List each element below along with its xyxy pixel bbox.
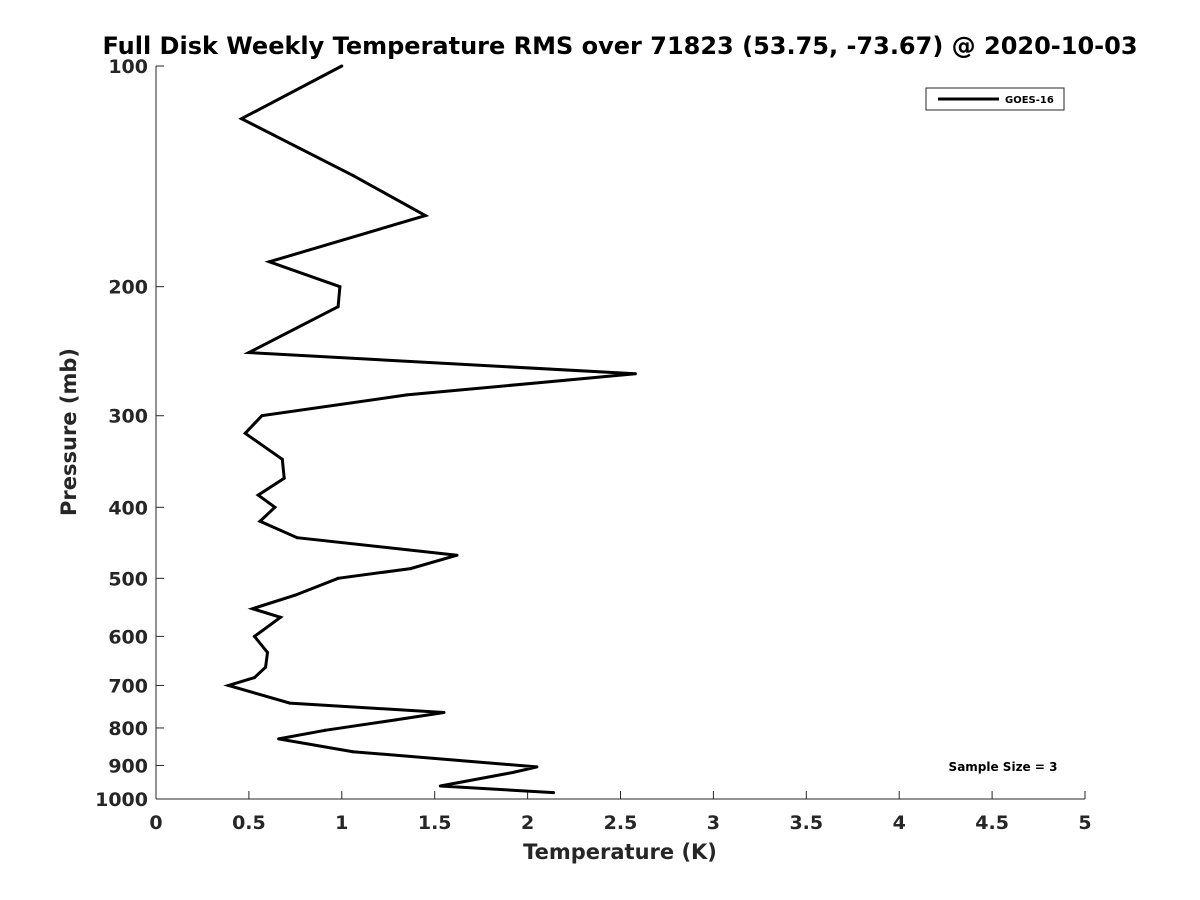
data-point	[247, 351, 251, 355]
x-tick-label: 1	[335, 812, 348, 834]
x-tick-label: 4	[893, 812, 906, 834]
data-point	[511, 771, 515, 774]
data-point	[293, 593, 297, 597]
y-tick-label: 900	[108, 755, 148, 777]
data-point	[279, 615, 282, 619]
data-point	[264, 665, 268, 669]
data-point	[267, 260, 271, 264]
x-tick-label: 5	[1078, 812, 1091, 834]
y-tick-label: 1000	[95, 789, 148, 811]
series-layer	[223, 64, 637, 795]
data-point	[227, 684, 230, 687]
x-tick-label: 2.5	[604, 812, 638, 834]
y-tick-label: 700	[108, 675, 148, 697]
data-point	[340, 64, 344, 68]
data-point	[438, 784, 442, 788]
data-point	[273, 505, 277, 509]
data-point	[253, 634, 256, 638]
data-point	[351, 750, 355, 754]
legend-label-goes-16: GOES-16	[1005, 95, 1054, 106]
y-tick-label: 500	[108, 568, 148, 590]
data-point	[633, 372, 637, 376]
x-tick-label: 0	[149, 812, 162, 834]
x-tick-label: 3.5	[789, 812, 823, 834]
y-tick-label: 100	[108, 56, 148, 78]
x-tick-label: 0.5	[232, 812, 266, 834]
y-tick-label: 600	[108, 626, 148, 648]
y-tick-label: 200	[108, 277, 148, 299]
data-point	[442, 711, 446, 714]
x-tick-label: 3	[707, 812, 720, 834]
data-point	[243, 431, 247, 435]
data-point	[423, 214, 427, 218]
data-point	[288, 701, 292, 705]
data-point	[552, 791, 556, 795]
y-tick-label: 300	[108, 406, 148, 428]
data-point	[351, 173, 355, 177]
data-point	[266, 650, 269, 654]
x-tick-label: 2	[521, 812, 534, 834]
legend[interactable]: GOES-16	[925, 87, 1065, 111]
x-axis-label: Temperature (K)	[523, 840, 717, 864]
data-point	[323, 728, 327, 732]
data-point	[295, 536, 299, 540]
data-point	[280, 457, 284, 461]
data-point	[336, 305, 340, 309]
data-point	[258, 519, 262, 523]
data-point	[277, 737, 281, 741]
x-tick-label: 4.5	[975, 812, 1009, 834]
data-point	[336, 576, 340, 580]
x-tick-label: 1.5	[418, 812, 452, 834]
data-point	[256, 493, 260, 497]
data-point	[282, 476, 286, 480]
data-point	[240, 117, 243, 121]
data-point	[260, 414, 264, 418]
data-point	[251, 607, 255, 611]
y-tick-label: 800	[108, 718, 148, 740]
data-point	[409, 567, 412, 571]
data-point	[405, 393, 409, 397]
data-point	[394, 718, 398, 722]
data-point	[253, 676, 256, 680]
sample-size-annotation: Sample Size = 3	[949, 760, 1058, 774]
y-tick-label: 400	[108, 497, 148, 519]
x-ticks: 0 0.5 1 1.5 2 2.5 3 3.5 4 4.5 5	[149, 791, 1092, 834]
data-point	[338, 285, 342, 289]
y-ticks: 100 200 300 400 500 600 700 800 900 1000	[95, 56, 164, 811]
y-axis-label: Pressure (mb)	[57, 348, 81, 516]
data-point	[535, 765, 539, 769]
data-point	[455, 553, 459, 557]
chart-title: Full Disk Weekly Temperature RMS over 71…	[102, 32, 1137, 60]
